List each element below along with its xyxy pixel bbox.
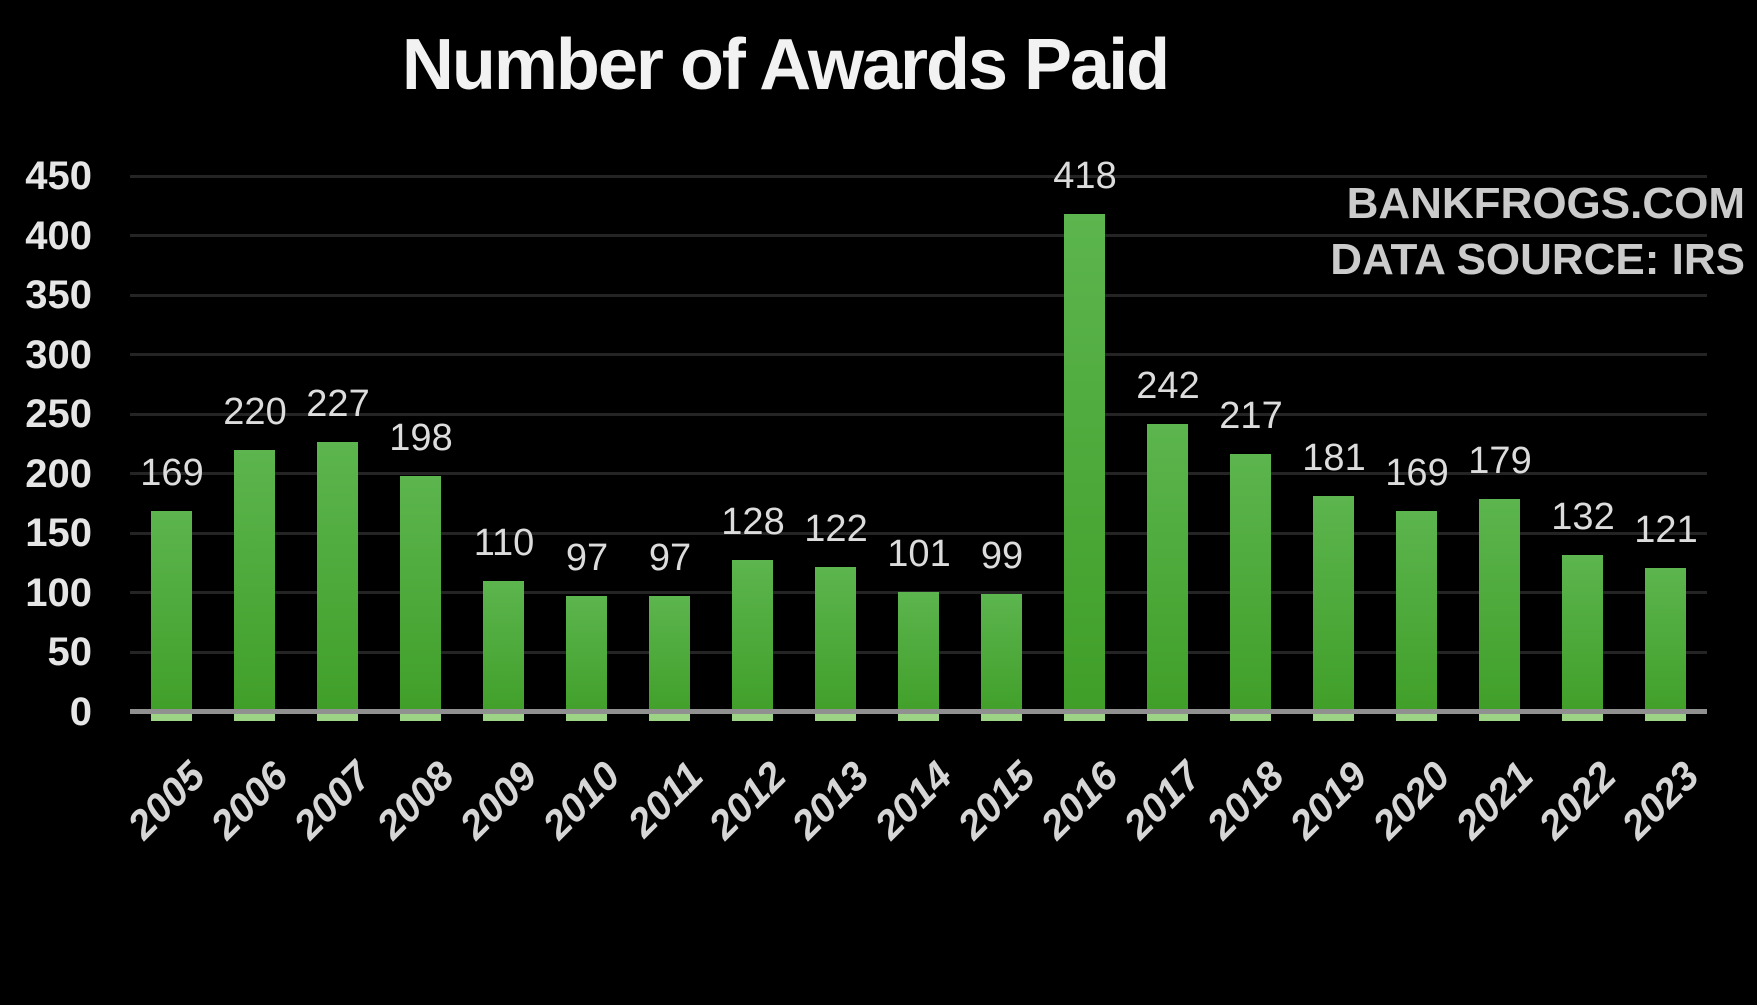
bar-base-highlight [815, 712, 856, 721]
bar-base-highlight [898, 712, 939, 721]
x-axis-year-label: 2005 [119, 753, 214, 848]
bar-value-label: 101 [887, 533, 951, 575]
bar-base-highlight [1396, 712, 1437, 721]
bar-base-highlight [649, 712, 690, 721]
x-axis-year-label: 2007 [285, 753, 380, 848]
gridline-250 [130, 413, 1707, 416]
bar-value-label: 242 [1136, 365, 1200, 407]
bar-value-label: 121 [1634, 509, 1698, 551]
y-axis-tick-label: 400 [25, 214, 92, 258]
bar-value-label: 97 [565, 537, 609, 579]
y-axis-tick-label: 350 [25, 273, 92, 317]
gridline-200 [130, 472, 1707, 475]
bar-base-highlight [234, 712, 275, 721]
x-axis-year-label: 2008 [368, 753, 463, 848]
bar-2017 [1147, 424, 1188, 721]
bar-base-highlight [981, 712, 1022, 721]
watermark-source: DATA SOURCE: IRS [1330, 235, 1745, 285]
bar-value-label: 99 [980, 535, 1024, 577]
y-axis-tick-label: 0 [69, 690, 92, 734]
x-axis-year-label: 2018 [1198, 753, 1293, 848]
bar-base-highlight [483, 712, 524, 721]
bar-2016 [1064, 214, 1105, 721]
x-axis-year-label: 2016 [1032, 753, 1127, 848]
bar-value-label: 132 [1551, 496, 1615, 538]
bar-base-highlight [400, 712, 441, 721]
bar-base-highlight [1645, 712, 1686, 721]
x-axis-year-label: 2015 [949, 753, 1044, 848]
bar-2022 [1562, 555, 1603, 721]
y-axis-tick-label: 450 [25, 154, 92, 198]
bar-value-label: 217 [1219, 395, 1283, 437]
bar-base-highlight [1562, 712, 1603, 721]
bar-2012 [732, 560, 773, 721]
y-axis-tick-label: 150 [25, 511, 92, 555]
bar-2018 [1230, 454, 1271, 721]
watermark-site: BANKFROGS.COM [1346, 179, 1745, 228]
x-axis-year-label: 2019 [1281, 753, 1376, 848]
bar-2023 [1645, 568, 1686, 721]
x-axis-year-label: 2014 [866, 753, 961, 848]
x-axis-year-label: 2022 [1530, 753, 1625, 848]
bar-2011 [649, 596, 690, 721]
gridline-300 [130, 353, 1707, 356]
x-axis-year-label: 2006 [202, 753, 297, 848]
bar-value-label: 169 [1385, 452, 1449, 494]
bar-2005 [151, 511, 192, 721]
bar-base-highlight [1064, 712, 1105, 721]
chart-title: Number of Awards Paid [401, 25, 1170, 105]
x-axis-year-label: 2013 [783, 753, 878, 848]
gridline-350 [130, 294, 1707, 297]
bar-value-label: 227 [306, 383, 370, 425]
y-axis-tick-label: 300 [25, 333, 92, 377]
watermark: BANKFROGS.COM DATA SOURCE: IRS [1330, 176, 1745, 289]
bar-value-label: 220 [223, 391, 287, 433]
bar-value-label: 181 [1302, 437, 1366, 479]
bar-2021 [1479, 499, 1520, 721]
gridline-400 [130, 234, 1707, 237]
bar-base-highlight [1230, 712, 1271, 721]
bar-value-label: 128 [721, 501, 785, 543]
bar-2007 [317, 442, 358, 721]
bar-base-highlight [1479, 712, 1520, 721]
bar-2019 [1313, 496, 1354, 721]
bar-value-label: 169 [140, 452, 204, 494]
x-axis-year-label: 2011 [619, 753, 712, 846]
bar-2014 [898, 592, 939, 721]
bar-value-label: 97 [648, 537, 692, 579]
bar-value-label: 179 [1468, 440, 1532, 482]
y-axis-tick-label: 50 [47, 630, 93, 674]
y-axis-tick-label: 100 [25, 571, 92, 615]
bar-base-highlight [151, 712, 192, 721]
bar-value-label: 198 [389, 417, 453, 459]
x-axis-baseline [130, 709, 1707, 714]
x-axis-year-label: 2023 [1613, 753, 1708, 848]
bar-base-highlight [317, 712, 358, 721]
bar-2013 [815, 567, 856, 721]
x-axis-year-label: 2009 [451, 753, 546, 848]
bar-base-highlight [566, 712, 607, 721]
x-axis-year-label: 2012 [700, 753, 795, 848]
y-axis-tick-label: 200 [25, 452, 92, 496]
bar-base-highlight [1147, 712, 1188, 721]
bar-value-label: 418 [1053, 155, 1117, 197]
bar-2020 [1396, 511, 1437, 721]
x-axis-year-label: 2021 [1447, 753, 1542, 848]
bar-base-highlight [732, 712, 773, 721]
x-axis-year-label: 2010 [534, 753, 629, 848]
bar-value-label: 122 [804, 508, 868, 550]
y-axis-tick-label: 250 [25, 392, 92, 436]
bar-2006 [234, 450, 275, 721]
bar-2015 [981, 594, 1022, 721]
x-axis-year-label: 2020 [1364, 753, 1459, 848]
bar-2009 [483, 581, 524, 721]
bar-value-label: 110 [473, 522, 535, 564]
bar-2008 [400, 476, 441, 721]
bar-2010 [566, 596, 607, 721]
x-axis-year-label: 2017 [1115, 753, 1210, 848]
bar-base-highlight [1313, 712, 1354, 721]
gridline-450 [130, 175, 1707, 178]
gridline-150 [130, 532, 1707, 535]
